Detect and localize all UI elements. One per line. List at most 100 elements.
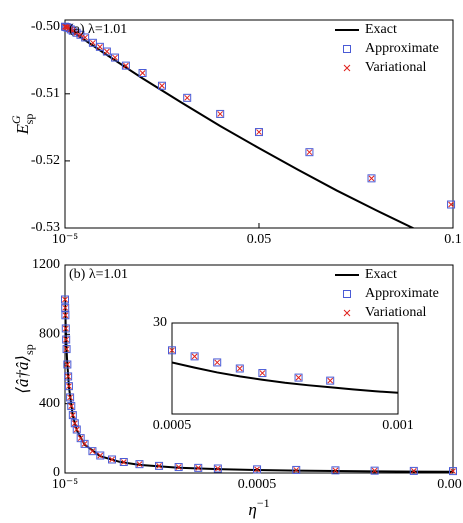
marker-square (108, 455, 117, 464)
marker-square (190, 352, 199, 361)
marker-x (195, 465, 202, 471)
marker-square (121, 61, 130, 70)
marker-x (368, 175, 375, 182)
marker-x (214, 465, 221, 472)
marker-square (174, 463, 183, 472)
x-tick-label: 10⁻⁵ (52, 232, 78, 247)
x-tick-label: 0.0005 (238, 477, 277, 492)
annotation: (b) λ=1.01 (69, 267, 128, 282)
marker-square (135, 460, 144, 469)
marker-x (256, 129, 262, 135)
marker-x (254, 466, 260, 473)
marker-x (236, 365, 243, 372)
label-main: ⟨â†â⟩ (13, 355, 32, 394)
line (65, 300, 453, 473)
legend-label: Exact (365, 22, 397, 37)
marker-square (168, 346, 176, 355)
marker-x (62, 325, 69, 332)
marker-square (62, 335, 71, 344)
y-axis-label: ⟨â†â⟩sp (13, 344, 36, 393)
marker-square (253, 465, 262, 474)
legend-marker (343, 64, 351, 72)
legend-label: Exact (365, 267, 397, 282)
marker-square (64, 382, 73, 391)
marker-x (169, 347, 175, 354)
marker-x (62, 312, 69, 319)
marker-square (183, 93, 192, 102)
marker-x (62, 296, 68, 303)
legend-label: Variational (365, 305, 427, 320)
y-tick-label: 0 (53, 465, 60, 480)
marker-x (65, 373, 71, 380)
marker-x (156, 463, 162, 469)
axes-box (171, 322, 399, 415)
marker-square (63, 360, 72, 369)
marker-square (216, 109, 225, 118)
y-axis-label: EGsp (9, 114, 36, 136)
marker-x (89, 448, 96, 455)
marker-square (96, 451, 105, 460)
marker-x (306, 149, 313, 156)
marker-x (64, 24, 71, 31)
marker-x (97, 43, 103, 50)
marker-square (61, 311, 70, 320)
x-tick-label: 0.05 (247, 232, 272, 247)
marker-square (70, 419, 79, 428)
x-tick-label: 0.001 (382, 418, 414, 433)
x-axis-label: η−1 (248, 496, 269, 519)
marker-square (72, 425, 81, 434)
marker-square (155, 461, 164, 470)
marker-x (63, 346, 70, 352)
marker-square (292, 465, 301, 474)
marker-square (370, 466, 379, 475)
plot-area (172, 361, 398, 394)
label-sub: sp (22, 114, 36, 125)
x-tick-label: 0.001 (437, 477, 463, 492)
marker-x (175, 464, 182, 470)
marker-x (62, 304, 69, 311)
marker-x (71, 420, 78, 427)
legend-label: Variational (365, 60, 427, 75)
marker-x (67, 394, 73, 401)
marker-square (88, 447, 97, 456)
marker-square (119, 457, 128, 466)
marker-square (76, 30, 85, 39)
marker-x (82, 34, 88, 41)
marker-square (294, 373, 303, 382)
marker-square (367, 174, 376, 183)
marker-square (88, 38, 97, 47)
marker-square (331, 466, 340, 475)
marker-x (139, 70, 146, 76)
plot-area (65, 25, 416, 228)
legend-marker (343, 290, 351, 298)
x-tick-label: 0.1 (444, 232, 462, 247)
y-tick-label: -0.51 (31, 86, 60, 101)
marker-x (123, 62, 129, 69)
marker-x (77, 435, 84, 442)
marker-x (448, 201, 454, 208)
marker-x (191, 353, 198, 360)
marker-x (184, 94, 191, 101)
marker-x (109, 456, 115, 463)
x-tick-label: 10⁻⁵ (52, 477, 78, 492)
legend-label: Approximate (365, 286, 439, 301)
marker-square (102, 47, 111, 56)
marker-x (66, 383, 72, 390)
marker-x (68, 403, 75, 409)
marker-square (67, 402, 76, 411)
marker-square (66, 393, 75, 402)
marker-square (138, 69, 147, 78)
y-tick-label: 800 (39, 327, 60, 342)
y-tick-label: 400 (39, 396, 60, 411)
marker-x (371, 467, 378, 474)
marker-x (293, 467, 300, 473)
marker-square (61, 295, 69, 304)
legend-label: Approximate (365, 41, 439, 56)
marker-x (63, 336, 70, 343)
y-tick-label: -0.53 (31, 220, 60, 235)
marker-x (214, 359, 221, 366)
label-main: E (13, 123, 32, 135)
marker-x (77, 31, 84, 38)
marker-x (81, 441, 88, 447)
label-sup: G (9, 115, 23, 124)
